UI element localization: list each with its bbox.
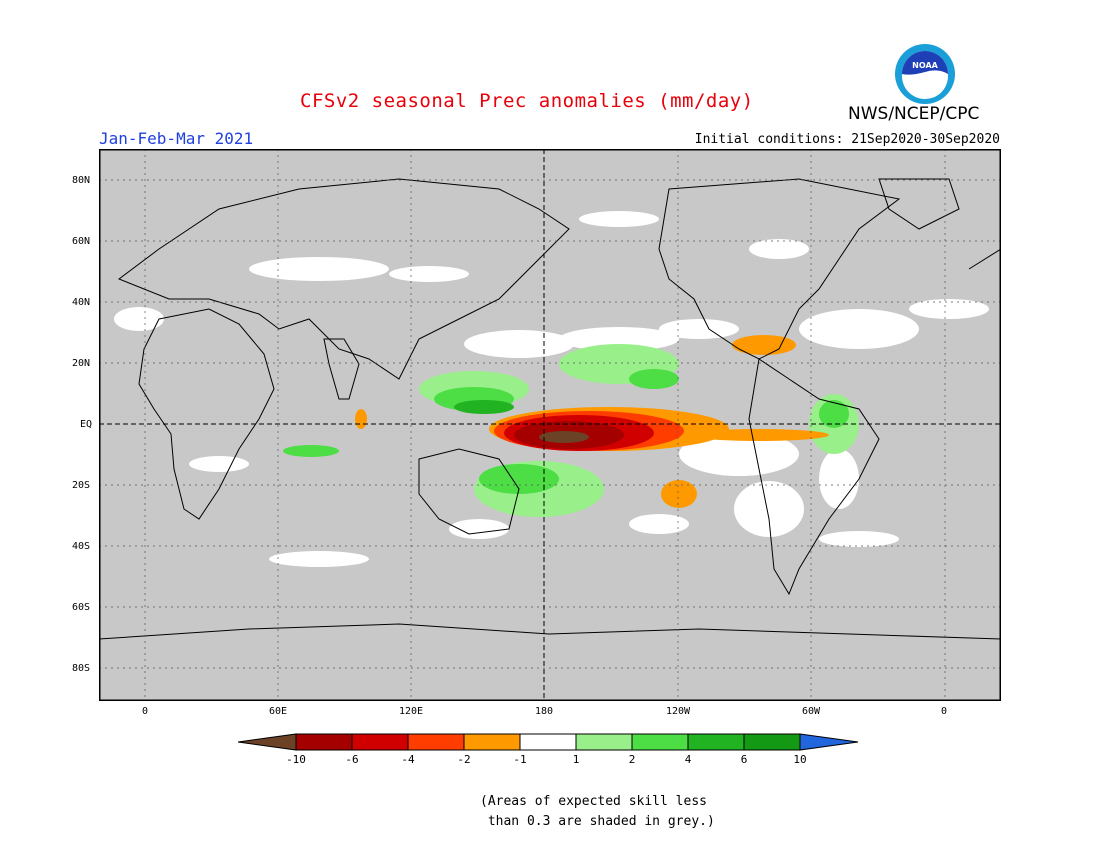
agency-label: NWS/NCEP/CPC [848, 104, 980, 124]
skill-note: (Areas of expected skill less than 0.3 a… [480, 792, 715, 832]
colorbar-tick-label: 6 [740, 753, 748, 766]
lon-label: 60E [268, 706, 288, 717]
colorbar-tick-label: -6 [345, 753, 359, 766]
lat-label: 60S [72, 602, 91, 613]
colorbar-segment [743, 733, 801, 751]
colorbar-segment [351, 733, 409, 751]
colorbar-segment [575, 733, 633, 751]
colorbar-arrow-low [238, 733, 297, 751]
season-label: Jan-Feb-Mar 2021 [99, 129, 254, 148]
noaa-logo: NOAA [895, 44, 955, 104]
lon-label: 120W [665, 706, 691, 717]
lon-label: 120E [398, 706, 424, 717]
lon-label: 0 [940, 706, 948, 717]
colorbar-segment [463, 733, 521, 751]
lat-label: 60N [72, 236, 91, 247]
colorbar-tick-label: -1 [513, 753, 527, 766]
colorbar [238, 733, 859, 751]
initial-conditions-label: Initial conditions: 21Sep2020-30Sep2020 [694, 132, 1000, 147]
colorbar-tick-label: 4 [684, 753, 692, 766]
logo-text: NOAA [912, 61, 938, 70]
note-line-2: than 0.3 are shaded in grey.) [480, 814, 715, 829]
negative-anomalies [355, 335, 829, 508]
lat-label: 40S [72, 541, 91, 552]
precip-anomaly-map [99, 149, 1001, 701]
lat-label: EQ [80, 419, 93, 430]
colorbar-segment [687, 733, 745, 751]
grid-lines [99, 149, 1001, 701]
map-title: CFSv2 seasonal Prec anomalies (mm/day) [300, 90, 754, 112]
colorbar-segment [407, 733, 465, 751]
lat-label: 20S [72, 480, 91, 491]
equator-dateline [99, 149, 1001, 701]
colorbar-tick-label: 10 [793, 753, 807, 766]
colorbar-tick-label: -4 [401, 753, 415, 766]
colorbar-segment [295, 733, 353, 751]
colorbar-tick-label: -10 [286, 753, 306, 766]
colorbar-segment [631, 733, 689, 751]
map-frame [99, 149, 1001, 701]
lat-label: 80S [72, 663, 91, 674]
lat-label: 40N [72, 297, 91, 308]
colorbar-tick-label: 1 [572, 753, 580, 766]
lat-label: 80N [72, 175, 91, 186]
colorbar-tick-label: -2 [457, 753, 471, 766]
coastlines [99, 178, 1001, 640]
note-line-1: (Areas of expected skill less [480, 794, 707, 809]
lat-label: 20N [72, 358, 91, 369]
lon-label: 0 [141, 706, 149, 717]
colorbar-tick-label: 2 [628, 753, 636, 766]
positive-anomalies [283, 344, 859, 517]
colorbar-segment [519, 733, 577, 751]
colorbar-arrow-high [799, 733, 859, 751]
lon-label: 180 [534, 706, 554, 717]
lon-label: 60W [801, 706, 821, 717]
white-patches [114, 211, 989, 567]
